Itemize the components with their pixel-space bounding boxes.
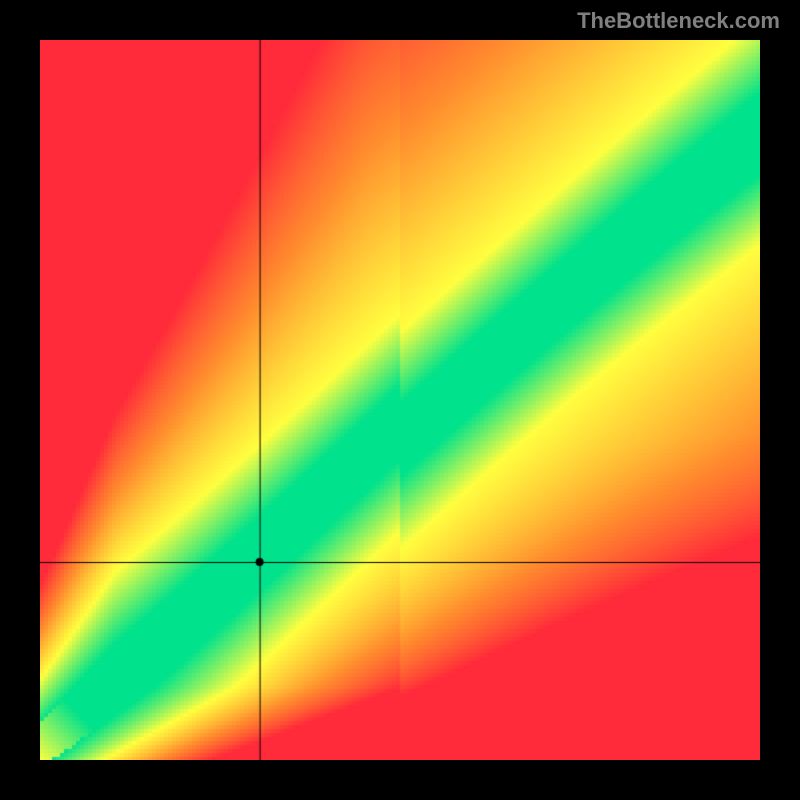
heatmap-canvas (40, 40, 760, 760)
watermark-text: TheBottleneck.com (577, 8, 780, 34)
bottleneck-heatmap (40, 40, 760, 760)
